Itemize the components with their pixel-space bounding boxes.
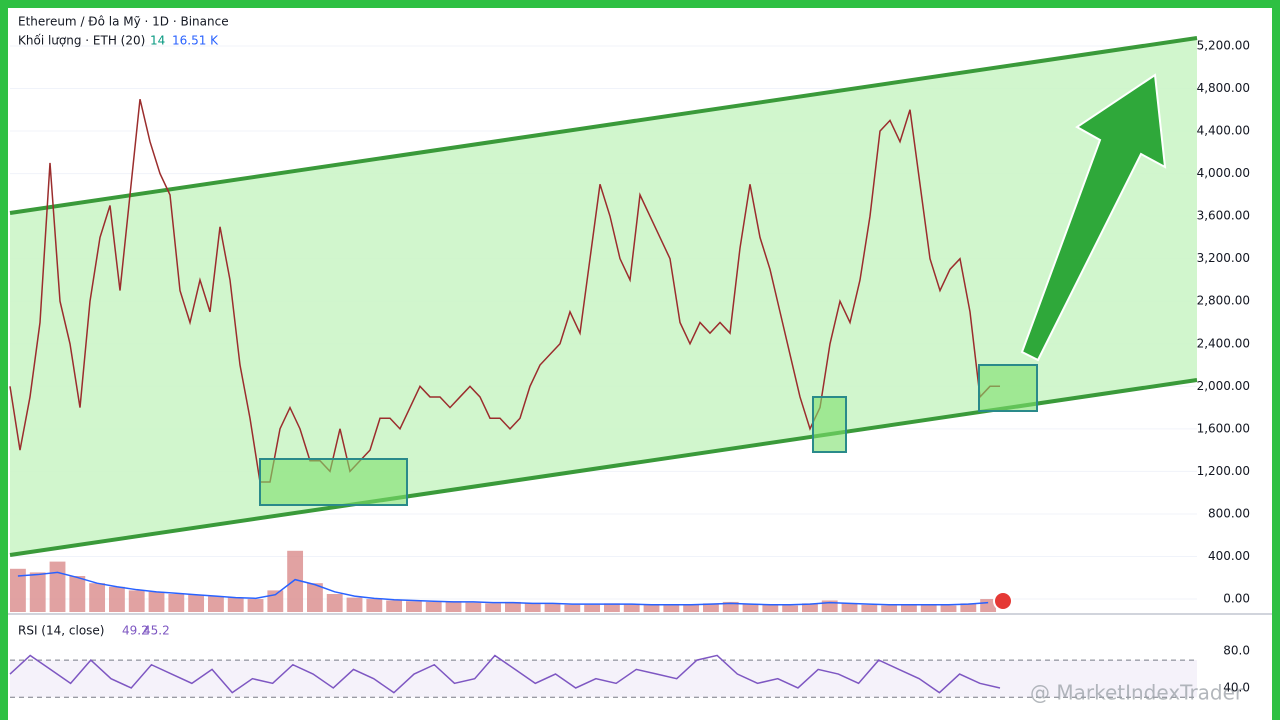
price-line	[9, 98, 1000, 483]
volume-bar	[623, 604, 640, 612]
volume-bar	[703, 603, 719, 612]
y-tick-label: 1,200.00	[1197, 464, 1250, 478]
watermark: @ MarketIndexTrader	[1030, 681, 1244, 705]
volume-bar	[307, 583, 323, 612]
up-arrow	[1020, 73, 1167, 362]
volume-bar	[227, 597, 244, 612]
support-box	[978, 364, 1038, 412]
volume-bar	[782, 605, 799, 612]
y-tick-label: 4,800.00	[1197, 81, 1250, 95]
volume-bar	[524, 603, 541, 612]
marks	[9, 98, 1197, 698]
volume-bar	[762, 604, 779, 612]
y-tick-label: 3,200.00	[1197, 251, 1250, 265]
volume-bar	[326, 594, 343, 612]
volume-bar	[406, 601, 422, 612]
y-tick-label: 2,400.00	[1197, 336, 1250, 350]
volume-bar	[346, 597, 363, 612]
price-line	[9, 654, 1001, 694]
volume-bar	[643, 604, 660, 612]
volume-bar	[564, 604, 581, 612]
volume-bar	[485, 603, 502, 612]
volume-bar	[663, 605, 680, 612]
y-tick-label: 800.00	[1208, 506, 1250, 520]
volume-bar	[386, 600, 403, 612]
volume-bar	[168, 594, 185, 612]
volume-bar	[802, 603, 818, 612]
y-tick-label: 4,400.00	[1197, 124, 1250, 138]
volume-ma-value: 16.51 K	[172, 34, 219, 48]
volume-bar	[722, 601, 739, 612]
volume-bar	[425, 601, 442, 612]
pane-divider	[8, 613, 1272, 615]
volume-label: Khối lượng · ETH (20)	[18, 34, 145, 48]
support-box	[812, 396, 847, 453]
volume-bar	[901, 604, 917, 612]
volume-bar	[940, 605, 957, 612]
y-tick-label: 40.0	[1223, 680, 1250, 694]
volume-bar	[584, 604, 601, 612]
flag-icon	[993, 591, 1013, 611]
y-tick-label: 400.00	[1208, 549, 1250, 563]
y-tick-label: 4,000.00	[1197, 166, 1250, 180]
volume-value: 14	[150, 34, 165, 48]
y-tick-label: 5,200.00	[1197, 38, 1250, 52]
channel-top	[9, 36, 1198, 215]
volume-bar	[881, 605, 898, 612]
volume-bar	[683, 604, 700, 612]
volume-bar	[465, 602, 482, 612]
volume-bar	[604, 603, 620, 612]
rsi-value: 49.2	[122, 624, 149, 638]
support-box	[259, 458, 408, 506]
volume-bar	[29, 572, 46, 612]
volume-ma	[17, 571, 989, 606]
volume-bar	[69, 576, 86, 612]
volume-bar	[960, 603, 977, 612]
channel	[10, 38, 1197, 555]
volume-bar	[505, 601, 521, 612]
volume-bar	[49, 561, 66, 612]
volume-bar	[10, 568, 26, 612]
volume-bar	[89, 583, 106, 612]
y-tick-label: 0.00	[1223, 592, 1250, 606]
rsi-label: RSI (14, close)	[18, 624, 104, 638]
volume-bar	[208, 596, 224, 612]
y-tick-label: 2,800.00	[1197, 294, 1250, 308]
volume-bar	[366, 599, 383, 612]
title: Ethereum / Đô la Mỹ · 1D · Binance	[18, 15, 229, 29]
volume-bar	[247, 599, 264, 612]
volume-bar	[287, 550, 304, 612]
volume-bar	[109, 586, 125, 612]
volume-bar	[148, 591, 165, 612]
volume-bar	[544, 604, 561, 612]
volume-bar	[841, 603, 858, 612]
rsi-band	[10, 660, 1197, 698]
volume-bar	[267, 590, 284, 612]
volume-bar	[445, 601, 462, 612]
y-tick-label: 2,000.00	[1197, 379, 1250, 393]
volume-bar	[821, 600, 838, 612]
volume-bar	[128, 590, 145, 612]
volume-bar	[742, 604, 759, 612]
y-tick-label: 3,600.00	[1197, 209, 1250, 223]
rsi-ma-value: 45.2	[143, 624, 170, 638]
y-tick-label: 80.0	[1223, 643, 1250, 657]
volume-bar	[920, 604, 937, 612]
y-tick-label: 1,600.00	[1197, 421, 1250, 435]
volume-bar	[188, 594, 205, 612]
volume-bar	[861, 604, 878, 612]
